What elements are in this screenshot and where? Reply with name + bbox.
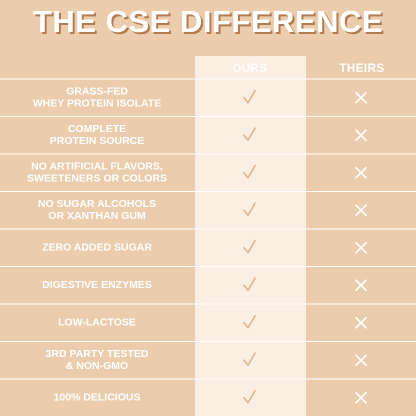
row-label: WHEY PROTEIN ISOLATE	[33, 98, 162, 110]
x-icon	[355, 241, 367, 254]
check-icon	[243, 127, 256, 142]
row-label: ZERO ADDED SUGAR	[42, 242, 152, 254]
row-label: OR XANTHAN GUM	[48, 210, 146, 222]
row-label: NO SUGAR ALCOHOLS	[38, 198, 156, 210]
row-label: 3RD PARTY TESTED	[46, 348, 149, 360]
x-icon	[355, 354, 367, 367]
row-label: SWEETENERS OR COLORS	[27, 173, 167, 185]
check-icon	[243, 314, 256, 329]
column-header: THEIRS	[339, 63, 384, 75]
check-icon	[243, 164, 256, 179]
row-label: 100% DELICIOUS	[54, 392, 141, 404]
x-icon	[355, 204, 367, 217]
row-label: LOW-LACTOSE	[58, 317, 136, 329]
row-label: & NON-GMO	[66, 360, 128, 372]
row-label: COMPLETE	[68, 123, 126, 135]
check-icon	[243, 202, 256, 217]
title-shadow: THE CSE DIFFERENCE	[35, 6, 385, 41]
title: THE CSE DIFFERENCE	[33, 4, 383, 39]
x-icon	[355, 279, 367, 292]
check-icon	[243, 89, 256, 104]
row-label: GRASS-FED	[66, 86, 128, 98]
x-icon	[355, 316, 367, 329]
x-icon	[355, 391, 367, 404]
column-header: OURS	[232, 63, 267, 75]
row-label: DIGESTIVE ENZYMES	[42, 279, 152, 291]
check-icon	[243, 277, 256, 292]
row-label: NO ARTIFICIAL FLAVORS,	[31, 161, 163, 173]
x-icon	[355, 166, 367, 179]
row-label: PROTEIN SOURCE	[50, 135, 145, 147]
check-icon	[243, 352, 256, 367]
check-icon	[243, 389, 256, 404]
x-icon	[355, 129, 367, 142]
check-icon	[243, 239, 256, 254]
x-icon	[355, 91, 367, 104]
